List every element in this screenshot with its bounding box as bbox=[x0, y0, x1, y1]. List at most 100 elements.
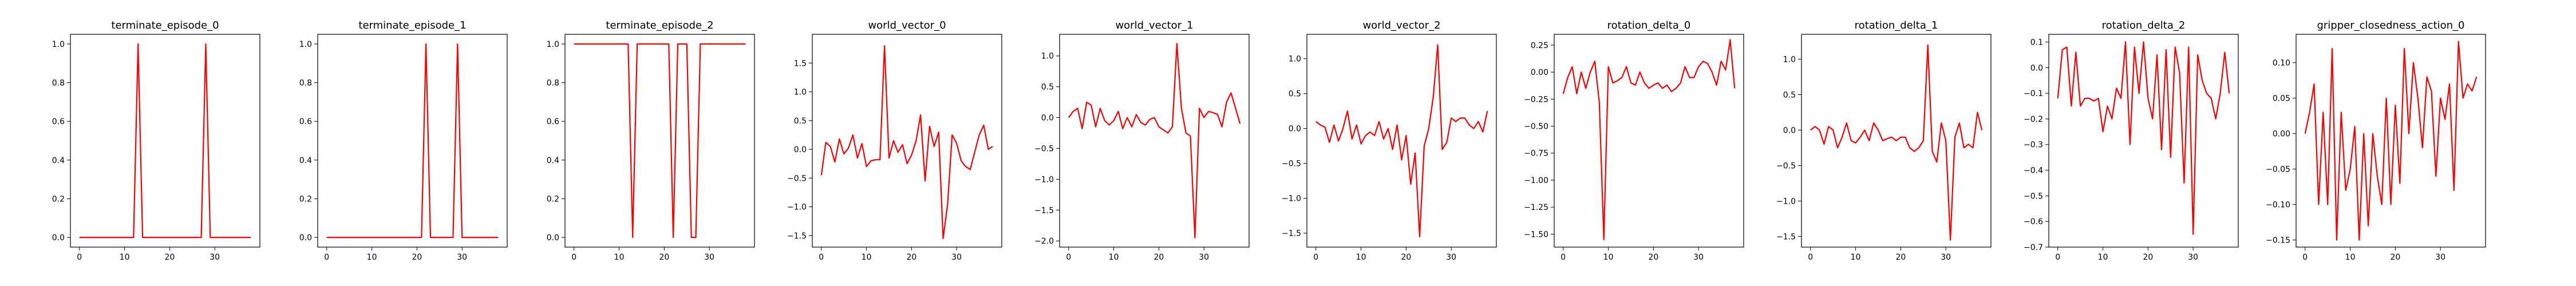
y-tick-label: 0.0 bbox=[1041, 114, 1054, 123]
x-tick-label: 0 bbox=[2055, 253, 2060, 262]
y-tick-label: −1.00 bbox=[1524, 176, 1548, 185]
y-tick-label: −0.4 bbox=[2024, 166, 2043, 176]
y-tick-label: 0.6 bbox=[52, 117, 65, 126]
y-tick-label: −0.05 bbox=[2266, 165, 2290, 174]
x-tick-label: 30 bbox=[1199, 253, 1209, 262]
chart-title: world_vector_0 bbox=[868, 19, 946, 31]
y-tick-label: −1.0 bbox=[1034, 175, 1054, 184]
chart-world_vector_0: world_vector_0 −1.5 −1.0 −0.5 0.0 0.5 1.0 1.5 0 1… bbox=[787, 19, 1002, 262]
series-line bbox=[2304, 41, 2478, 241]
y-tick-label: −1.0 bbox=[1776, 197, 1796, 206]
y-tick-label: −2.0 bbox=[1034, 237, 1054, 246]
x-tick-label: 10 bbox=[1356, 253, 1366, 262]
x-tick-label: 10 bbox=[614, 253, 625, 262]
y-tick-label: −0.10 bbox=[2266, 201, 2290, 210]
y-tick-label: −0.5 bbox=[787, 174, 807, 183]
y-tick-label: −1.25 bbox=[1524, 203, 1548, 212]
x-tick-label: 20 bbox=[2143, 253, 2153, 262]
y-tick-label: 0.0 bbox=[794, 145, 807, 154]
y-tick-label: 0.10 bbox=[2273, 59, 2290, 68]
y-tick-label: 0.5 bbox=[1041, 83, 1054, 92]
x-tick-label: 20 bbox=[1895, 253, 1906, 262]
x-tick-label: 10 bbox=[862, 253, 872, 262]
plot-frame bbox=[812, 34, 1002, 248]
x-tick-label: 10 bbox=[367, 253, 377, 262]
y-tick-label: 0.0 bbox=[547, 233, 559, 243]
y-tick-label: 1.0 bbox=[1289, 55, 1301, 64]
x-tick-label: 0 bbox=[2302, 253, 2308, 262]
x-tick-label: 0 bbox=[1560, 253, 1566, 262]
x-tick-label: 20 bbox=[1648, 253, 1658, 262]
chart-world_vector_1: world_vector_1 −2.0 −1.5 −1.0 −0.5 0.0 0.5 1.0 0… bbox=[1034, 19, 1250, 262]
y-tick-label: 0.2 bbox=[547, 194, 559, 204]
x-tick-label: 0 bbox=[819, 253, 824, 262]
y-tick-label: −0.5 bbox=[2024, 192, 2043, 201]
x-tick-label: 30 bbox=[2435, 253, 2445, 262]
y-tick-label: 0.4 bbox=[299, 156, 312, 165]
plot-frame bbox=[1059, 34, 1250, 248]
x-tick-label: 30 bbox=[1446, 253, 1456, 262]
x-tick-label: 10 bbox=[1603, 253, 1614, 262]
plot-frame bbox=[70, 34, 260, 248]
series-line bbox=[79, 43, 251, 239]
series-line bbox=[574, 43, 746, 239]
x-tick-label: 10 bbox=[1109, 253, 1119, 262]
x-tick-label: 0 bbox=[571, 253, 576, 262]
chart-rotation_delta_1: rotation_delta_1 −1.5 −1.0 −0.5 0.0 0.5 1.0 0 10… bbox=[1776, 19, 1992, 262]
y-tick-label: −0.25 bbox=[1524, 95, 1548, 104]
y-tick-label: 0.25 bbox=[1531, 41, 1548, 50]
y-tick-label: 0.5 bbox=[1783, 90, 1796, 100]
y-tick-label: −1.5 bbox=[787, 232, 807, 241]
x-tick-label: 0 bbox=[324, 253, 329, 262]
series-line bbox=[1315, 44, 1488, 237]
y-tick-label: 0.8 bbox=[52, 79, 65, 88]
chart-terminate_episode_0: terminate_episode_0 0.0 0.2 0.4 0.6 0.8 1.0 0 10… bbox=[52, 19, 260, 262]
chart-gripper_closedness_action_0: gripper_closedness_action_0 −0.15 −0.10 −0.… bbox=[2266, 19, 2486, 262]
y-tick-label: 0.0 bbox=[1289, 125, 1301, 134]
x-tick-label: 30 bbox=[951, 253, 962, 262]
y-tick-label: 0.5 bbox=[1289, 90, 1301, 99]
chart-world_vector_2: world_vector_2 −1.5 −1.0 −0.5 0.0 0.5 1.0 0 10 20… bbox=[1282, 19, 1497, 262]
x-tick-label: 30 bbox=[1693, 253, 1704, 262]
series-line bbox=[326, 43, 499, 239]
x-tick-label: 20 bbox=[164, 253, 175, 262]
x-tick-label: 0 bbox=[1066, 253, 1071, 262]
series-line bbox=[1562, 39, 1736, 240]
chart-title: terminate_episode_2 bbox=[606, 19, 713, 31]
y-tick-label: 0.2 bbox=[299, 194, 312, 204]
y-tick-label: −0.5 bbox=[1776, 161, 1796, 170]
x-tick-label: 10 bbox=[2345, 253, 2356, 262]
series-line bbox=[820, 45, 993, 239]
x-tick-label: 20 bbox=[1401, 253, 1411, 262]
y-tick-label: 0.0 bbox=[2030, 63, 2043, 73]
x-tick-label: 0 bbox=[1313, 253, 1318, 262]
chart-rotation_delta_0: rotation_delta_0 −1.50 −1.25 −1.00 −0.75 −0.5… bbox=[1524, 19, 1744, 262]
x-tick-label: 10 bbox=[120, 253, 130, 262]
x-tick-label: 0 bbox=[1808, 253, 1813, 262]
y-tick-label: 0.6 bbox=[547, 117, 559, 126]
plot-frame bbox=[564, 34, 755, 248]
series-line bbox=[2057, 41, 2230, 235]
y-tick-label: −1.5 bbox=[1282, 229, 1301, 239]
y-tick-label: 0.0 bbox=[1783, 126, 1796, 135]
y-tick-label: 0.00 bbox=[1531, 68, 1548, 77]
y-tick-label: 0.8 bbox=[547, 79, 559, 88]
y-tick-label: −0.7 bbox=[2024, 243, 2043, 252]
y-tick-label: 1.0 bbox=[794, 88, 807, 97]
y-tick-label: 0.1 bbox=[2030, 38, 2043, 47]
y-tick-label: 0.4 bbox=[547, 156, 559, 165]
y-tick-label: −0.2 bbox=[2024, 115, 2043, 124]
chart-title: gripper_closedness_action_0 bbox=[2317, 19, 2464, 31]
x-tick-label: 30 bbox=[210, 253, 220, 262]
y-tick-label: −0.75 bbox=[1524, 149, 1548, 158]
y-tick-label: −0.15 bbox=[2266, 236, 2290, 245]
x-tick-label: 20 bbox=[1153, 253, 1164, 262]
x-tick-label: 20 bbox=[2390, 253, 2400, 262]
y-tick-label: 1.5 bbox=[794, 59, 807, 68]
x-tick-label: 20 bbox=[412, 253, 422, 262]
x-tick-label: 0 bbox=[77, 253, 82, 262]
x-tick-label: 10 bbox=[2098, 253, 2108, 262]
chart-title: rotation_delta_1 bbox=[1855, 19, 1938, 31]
y-tick-label: 0.6 bbox=[299, 117, 312, 126]
y-tick-label: 0.4 bbox=[52, 156, 65, 165]
